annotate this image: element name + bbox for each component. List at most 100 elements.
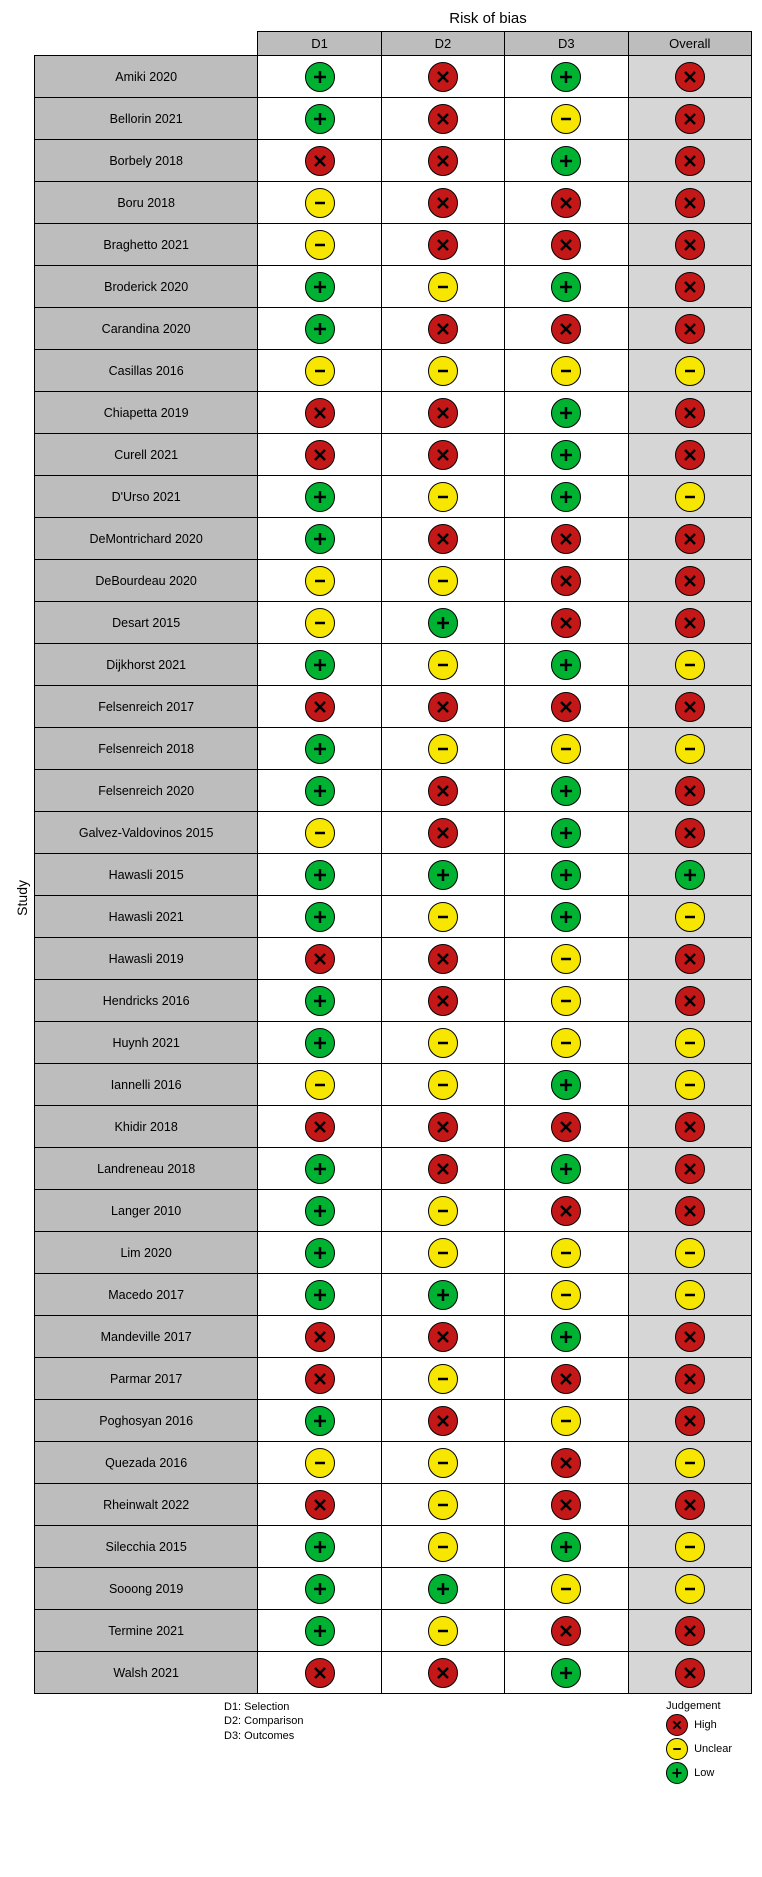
table-row: Huynh 2021 [35, 1022, 752, 1064]
study-name-cell: Iannelli 2016 [35, 1064, 258, 1106]
overall-cell [628, 1232, 751, 1274]
domain-cell [381, 686, 504, 728]
rob-circle-high [305, 1658, 335, 1688]
domain-cell [258, 1442, 381, 1484]
rob-circle-low [551, 1154, 581, 1184]
domain-cell [258, 1652, 381, 1694]
rob-circle-low [551, 860, 581, 890]
rob-circle-low [551, 1532, 581, 1562]
rob-circle-unclear [551, 1028, 581, 1058]
rob-circle-high [551, 188, 581, 218]
table-row: Silecchia 2015 [35, 1526, 752, 1568]
domain-cell [505, 1526, 628, 1568]
table-row: DeBourdeau 2020 [35, 560, 752, 602]
rob-circle-high [428, 188, 458, 218]
study-name-cell: Sooong 2019 [35, 1568, 258, 1610]
study-name-cell: Parmar 2017 [35, 1358, 258, 1400]
domain-cell [258, 350, 381, 392]
rob-circle-high [675, 1112, 705, 1142]
overall-cell [628, 1358, 751, 1400]
domain-cell [258, 1232, 381, 1274]
rob-circle-high [428, 692, 458, 722]
table-row: Walsh 2021 [35, 1652, 752, 1694]
rob-circle-high [675, 146, 705, 176]
rob-circle-low [428, 608, 458, 638]
rob-circle-unclear [428, 650, 458, 680]
overall-cell [628, 350, 751, 392]
domain-cell [381, 392, 504, 434]
rob-circle-high [428, 524, 458, 554]
rob-circle-high [675, 566, 705, 596]
domain-cell [381, 1022, 504, 1064]
domain-cell [505, 896, 628, 938]
rob-circle-high [675, 398, 705, 428]
rob-circle-unclear [305, 608, 335, 638]
y-axis-label: Study [10, 880, 34, 916]
table-row: Hendricks 2016 [35, 980, 752, 1022]
domain-cell [505, 1106, 628, 1148]
domain-cell [505, 980, 628, 1022]
rob-circle-high [675, 1658, 705, 1688]
rob-circle-unclear [551, 104, 581, 134]
rob-circle-high [666, 1714, 688, 1736]
study-name-cell: Hawasli 2015 [35, 854, 258, 896]
domain-cell [258, 1526, 381, 1568]
table-row: Chiapetta 2019 [35, 392, 752, 434]
domain-cell [381, 1610, 504, 1652]
overall-cell [628, 266, 751, 308]
rob-circle-unclear [305, 356, 335, 386]
table-body: Amiki 2020Bellorin 2021Borbely 2018Boru … [35, 56, 752, 1694]
domain-cell [505, 686, 628, 728]
chart-title: Risk of bias [224, 10, 752, 31]
domain-cell [381, 980, 504, 1022]
overall-cell [628, 1526, 751, 1568]
overall-cell [628, 1148, 751, 1190]
rob-circle-unclear [428, 272, 458, 302]
rob-circle-high [551, 692, 581, 722]
domain-cell [505, 1358, 628, 1400]
overall-cell [628, 602, 751, 644]
rob-circle-high [675, 62, 705, 92]
study-name-cell: Chiapetta 2019 [35, 392, 258, 434]
overall-cell [628, 560, 751, 602]
rob-circle-high [675, 1406, 705, 1436]
rob-circle-unclear [675, 902, 705, 932]
table-row: Carandina 2020 [35, 308, 752, 350]
study-name-cell: D'Urso 2021 [35, 476, 258, 518]
domain-cell [505, 644, 628, 686]
domain-cell [381, 224, 504, 266]
rob-circle-high [675, 440, 705, 470]
study-name-cell: Felsenreich 2020 [35, 770, 258, 812]
rob-circle-low [305, 902, 335, 932]
study-name-cell: Mandeville 2017 [35, 1316, 258, 1358]
rob-circle-high [305, 1322, 335, 1352]
header-row: D1D2D3Overall [35, 32, 752, 56]
study-name-cell: Rheinwalt 2022 [35, 1484, 258, 1526]
rob-circle-low [305, 104, 335, 134]
study-name-cell: Braghetto 2021 [35, 224, 258, 266]
rob-circle-high [428, 314, 458, 344]
domain-cell [381, 1568, 504, 1610]
rob-circle-high [428, 104, 458, 134]
table-row: Hawasli 2015 [35, 854, 752, 896]
domain-cell [381, 182, 504, 224]
domain-cell [505, 728, 628, 770]
overall-cell [628, 1610, 751, 1652]
overall-cell [628, 1274, 751, 1316]
table-row: Mandeville 2017 [35, 1316, 752, 1358]
study-name-cell: Amiki 2020 [35, 56, 258, 98]
domain-cell [505, 308, 628, 350]
domain-cell [381, 476, 504, 518]
rob-circle-high [305, 1490, 335, 1520]
domain-cell [505, 350, 628, 392]
table-row: Sooong 2019 [35, 1568, 752, 1610]
judgement-legend-row: Unclear [666, 1738, 732, 1760]
header-corner [35, 32, 258, 56]
domain-cell [505, 560, 628, 602]
rob-circle-unclear [428, 566, 458, 596]
rob-circle-high [551, 608, 581, 638]
domain-cell [505, 1274, 628, 1316]
rob-circle-high [428, 146, 458, 176]
rob-circle-high [551, 1490, 581, 1520]
table-row: Galvez-Valdovinos 2015 [35, 812, 752, 854]
